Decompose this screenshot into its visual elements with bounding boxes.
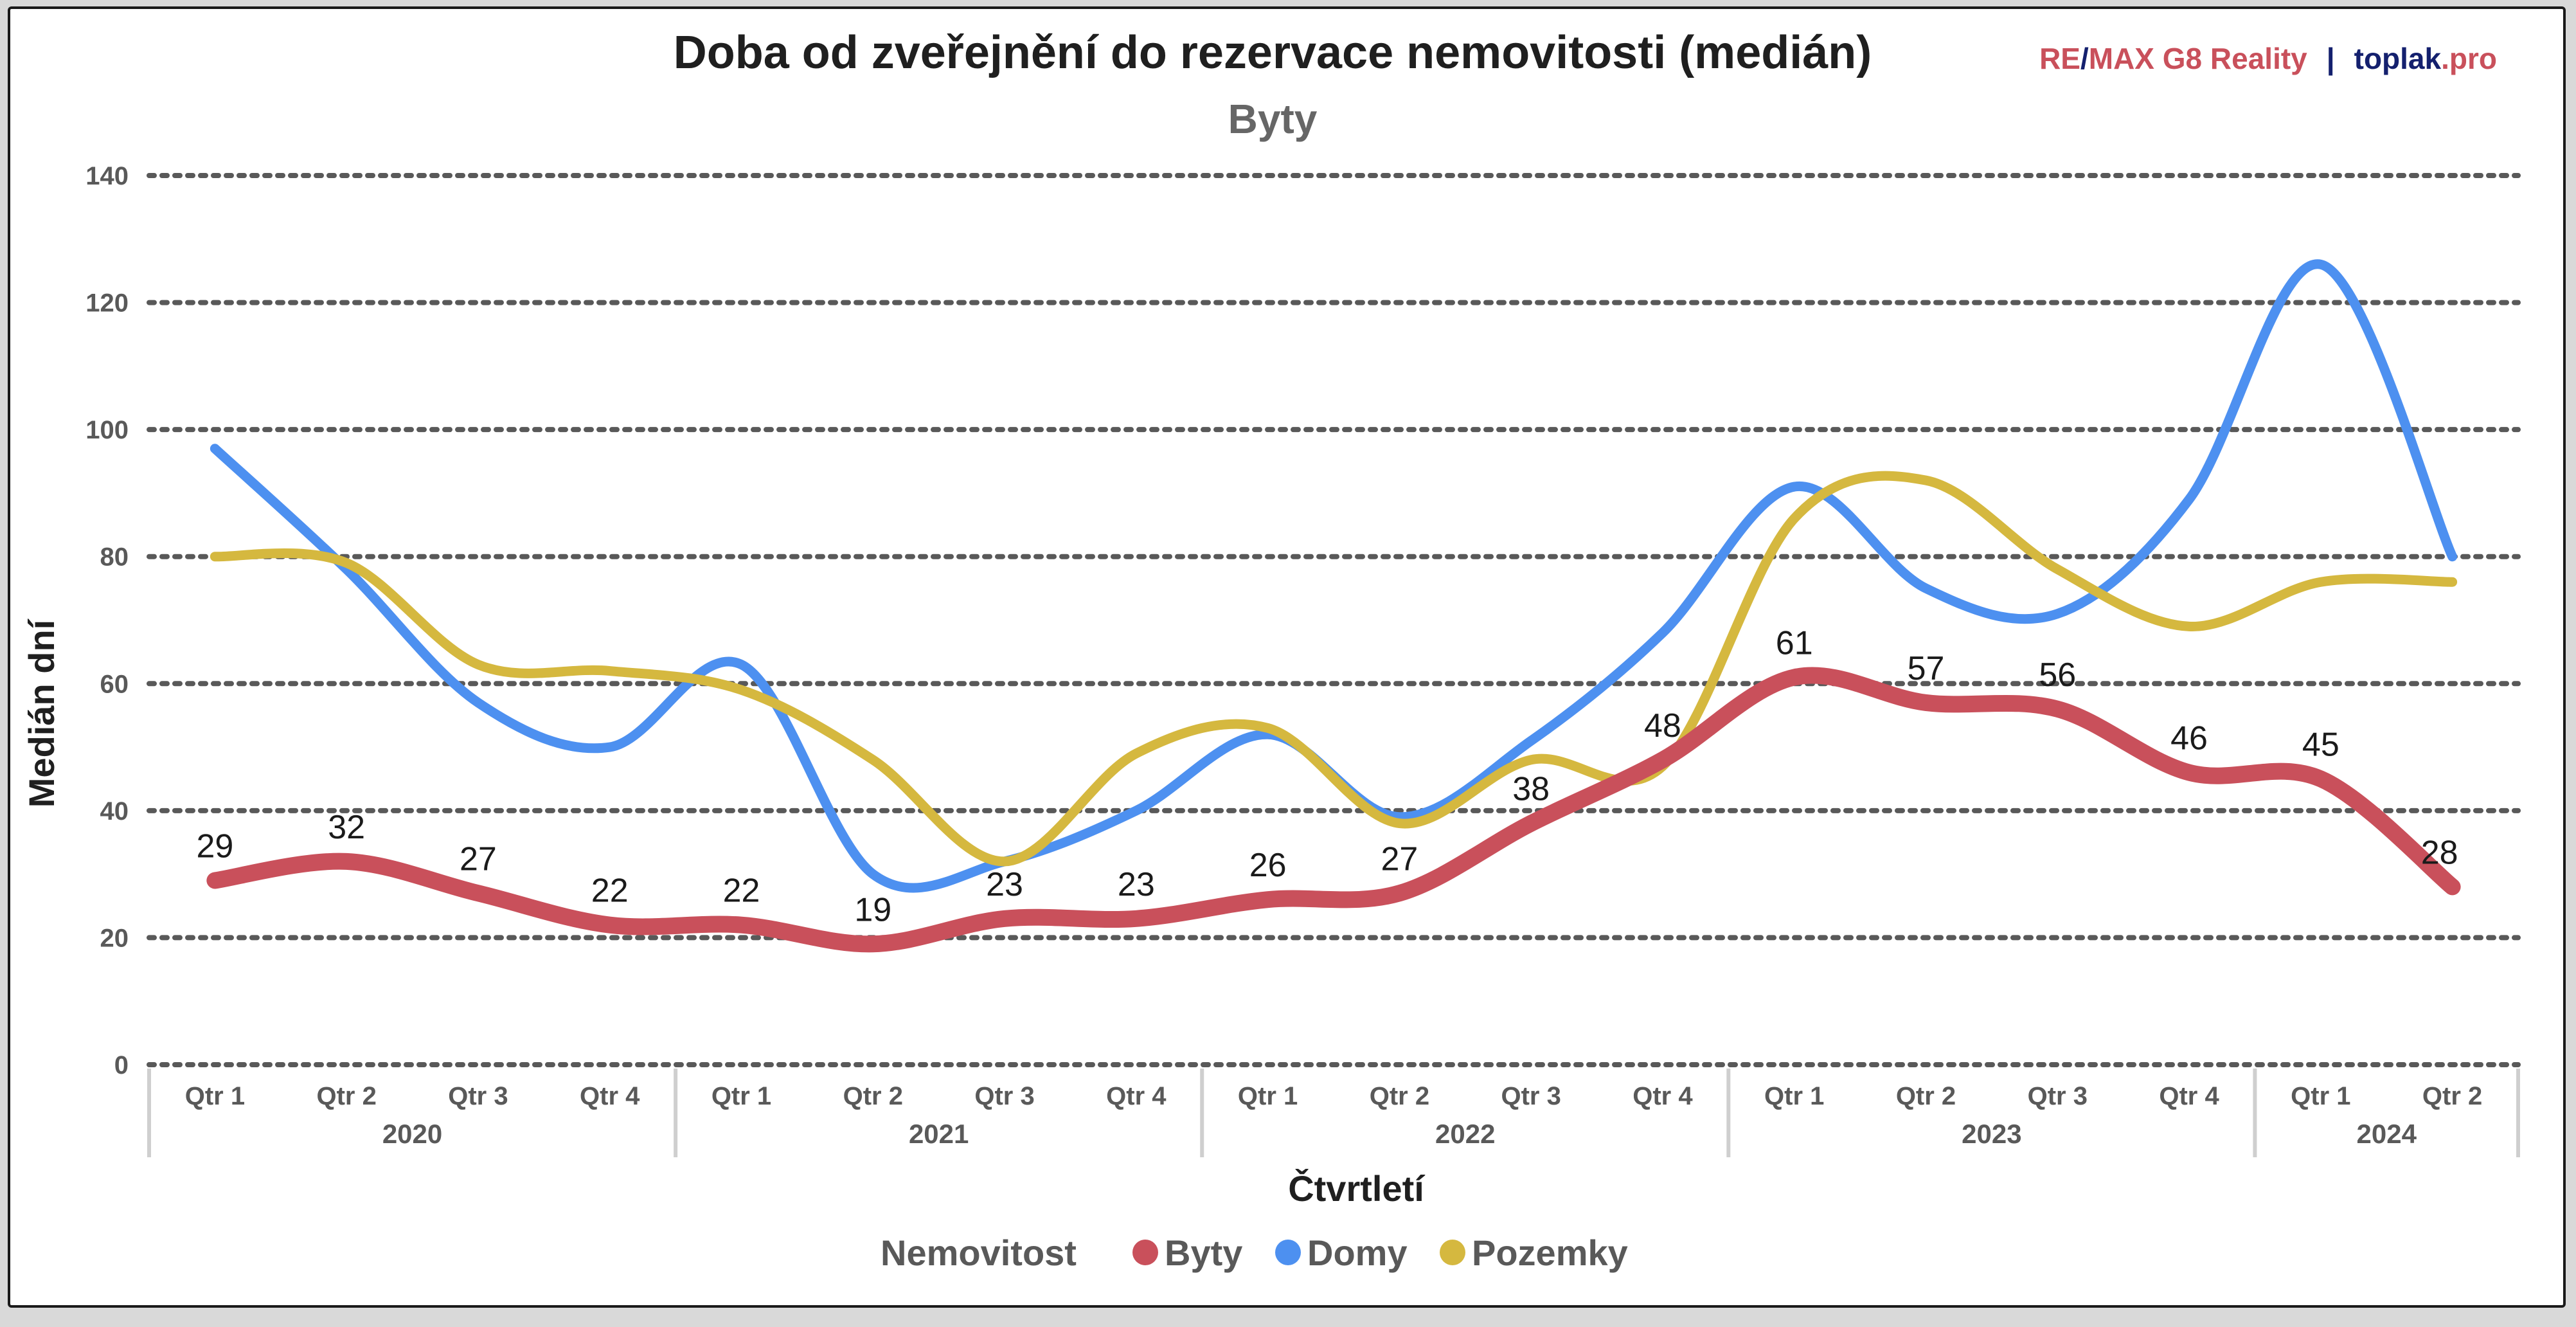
data-label: 23 [986, 866, 1023, 903]
year-label: 2023 [1962, 1119, 2021, 1149]
x-tick-label: Qtr 1 [711, 1082, 771, 1110]
y-tick-label: 120 [85, 289, 129, 318]
x-tick-label: Qtr 3 [2028, 1082, 2088, 1110]
year-label: 2020 [382, 1119, 442, 1149]
legend-label-pozemky: Pozemky [1472, 1232, 1628, 1273]
data-label: 22 [591, 872, 629, 910]
x-tick-label: Qtr 2 [1896, 1082, 1956, 1110]
chart-card [8, 6, 2566, 1308]
series-lines [206, 259, 2461, 953]
x-tick-label: Qtr 3 [974, 1082, 1034, 1110]
year-label: 2022 [1435, 1119, 1495, 1149]
y-tick-label: 80 [100, 543, 129, 572]
x-tick-label: Qtr 1 [1764, 1082, 1824, 1110]
data-label: 61 [1776, 624, 1813, 662]
x-tick-label: Qtr 4 [2159, 1082, 2219, 1110]
data-label: 38 [1512, 771, 1550, 808]
data-label: 22 [723, 872, 760, 910]
legend-title: Nemovitost [881, 1232, 1077, 1273]
series-line-byty [206, 667, 2461, 953]
y-tick-label: 20 [100, 924, 129, 952]
data-label: 19 [854, 891, 891, 928]
data-label: 56 [2039, 656, 2076, 694]
y-tick-label: 0 [114, 1051, 129, 1079]
data-label: 26 [1249, 847, 1287, 884]
x-tick-label: Qtr 3 [448, 1082, 508, 1110]
brand-pro: .pro [2441, 42, 2497, 75]
x-tick-label: Qtr 4 [1632, 1082, 1693, 1110]
x-tick-label: Qtr 1 [185, 1082, 245, 1110]
data-label: 29 [196, 828, 233, 865]
legend: Nemovitost Byty Domy Pozemky [881, 1232, 1628, 1273]
data-label: 57 [1908, 650, 1945, 687]
year-label: 2024 [2357, 1119, 2417, 1149]
legend-marker-pozemky [1440, 1240, 1465, 1265]
data-label: 23 [1118, 866, 1155, 903]
legend-label-byty: Byty [1165, 1232, 1242, 1273]
y-tick-label: 100 [85, 416, 129, 444]
x-tick-label: Qtr 2 [843, 1082, 903, 1110]
x-tick-label: Qtr 3 [1501, 1082, 1561, 1110]
legend-marker-domy [1275, 1240, 1301, 1265]
x-tick-label: Qtr 4 [1106, 1082, 1167, 1110]
y-tick-label: 40 [100, 797, 129, 826]
chart-title: Doba od zveřejnění do rezervace nemovito… [674, 27, 1872, 78]
y-tick-label: 60 [100, 670, 129, 698]
data-label: 46 [2170, 720, 2208, 757]
y-tick-label: 140 [85, 162, 129, 190]
gridlines [147, 173, 2521, 1067]
legend-marker-byty [1132, 1240, 1158, 1265]
data-label: 32 [328, 809, 365, 846]
data-label: 45 [2302, 726, 2339, 763]
brand-remax: MAX G8 Reality [2089, 42, 2307, 75]
data-label: 27 [460, 840, 497, 878]
x-axis-title: Čtvrtletí [1288, 1168, 1426, 1209]
brand-toplak: toplak [2354, 42, 2442, 75]
x-tick-label: Qtr 1 [1238, 1082, 1298, 1110]
data-labels: 29 32 27 22 22 19 23 23 26 27 38 48 61 57 56 46 45 28 [196, 624, 2458, 928]
data-label: 28 [2421, 834, 2458, 871]
series-line-pozemky [210, 471, 2458, 867]
year-label: 2021 [909, 1119, 969, 1149]
brand-slash: / [2080, 42, 2089, 75]
brand-logo: RE/MAX G8 Reality | toplak.pro [2039, 42, 2497, 75]
x-tick-label: Qtr 2 [2422, 1082, 2482, 1110]
data-label: 48 [1644, 707, 1681, 745]
legend-label-domy: Domy [1307, 1232, 1408, 1273]
y-axis-title: Medián dní [21, 618, 62, 808]
brand-re: RE [2039, 42, 2080, 75]
chart-subtitle: Byty [1228, 96, 1318, 142]
x-tick-label: Qtr 1 [2291, 1082, 2350, 1110]
x-tick-label: Qtr 4 [580, 1082, 640, 1110]
x-tick-label: Qtr 2 [1370, 1082, 1429, 1110]
data-label: 27 [1381, 840, 1418, 878]
x-axis: Qtr 1 Qtr 2 Qtr 3 Qtr 4 Qtr 1 Qtr 2 Qtr 3 Qtr 4… [147, 1069, 2520, 1157]
brand-separator: | [2327, 42, 2335, 75]
x-tick-label: Qtr 2 [316, 1082, 376, 1110]
y-axis-ticks: 0 20 40 60 80 100 120 140 [85, 162, 129, 1079]
